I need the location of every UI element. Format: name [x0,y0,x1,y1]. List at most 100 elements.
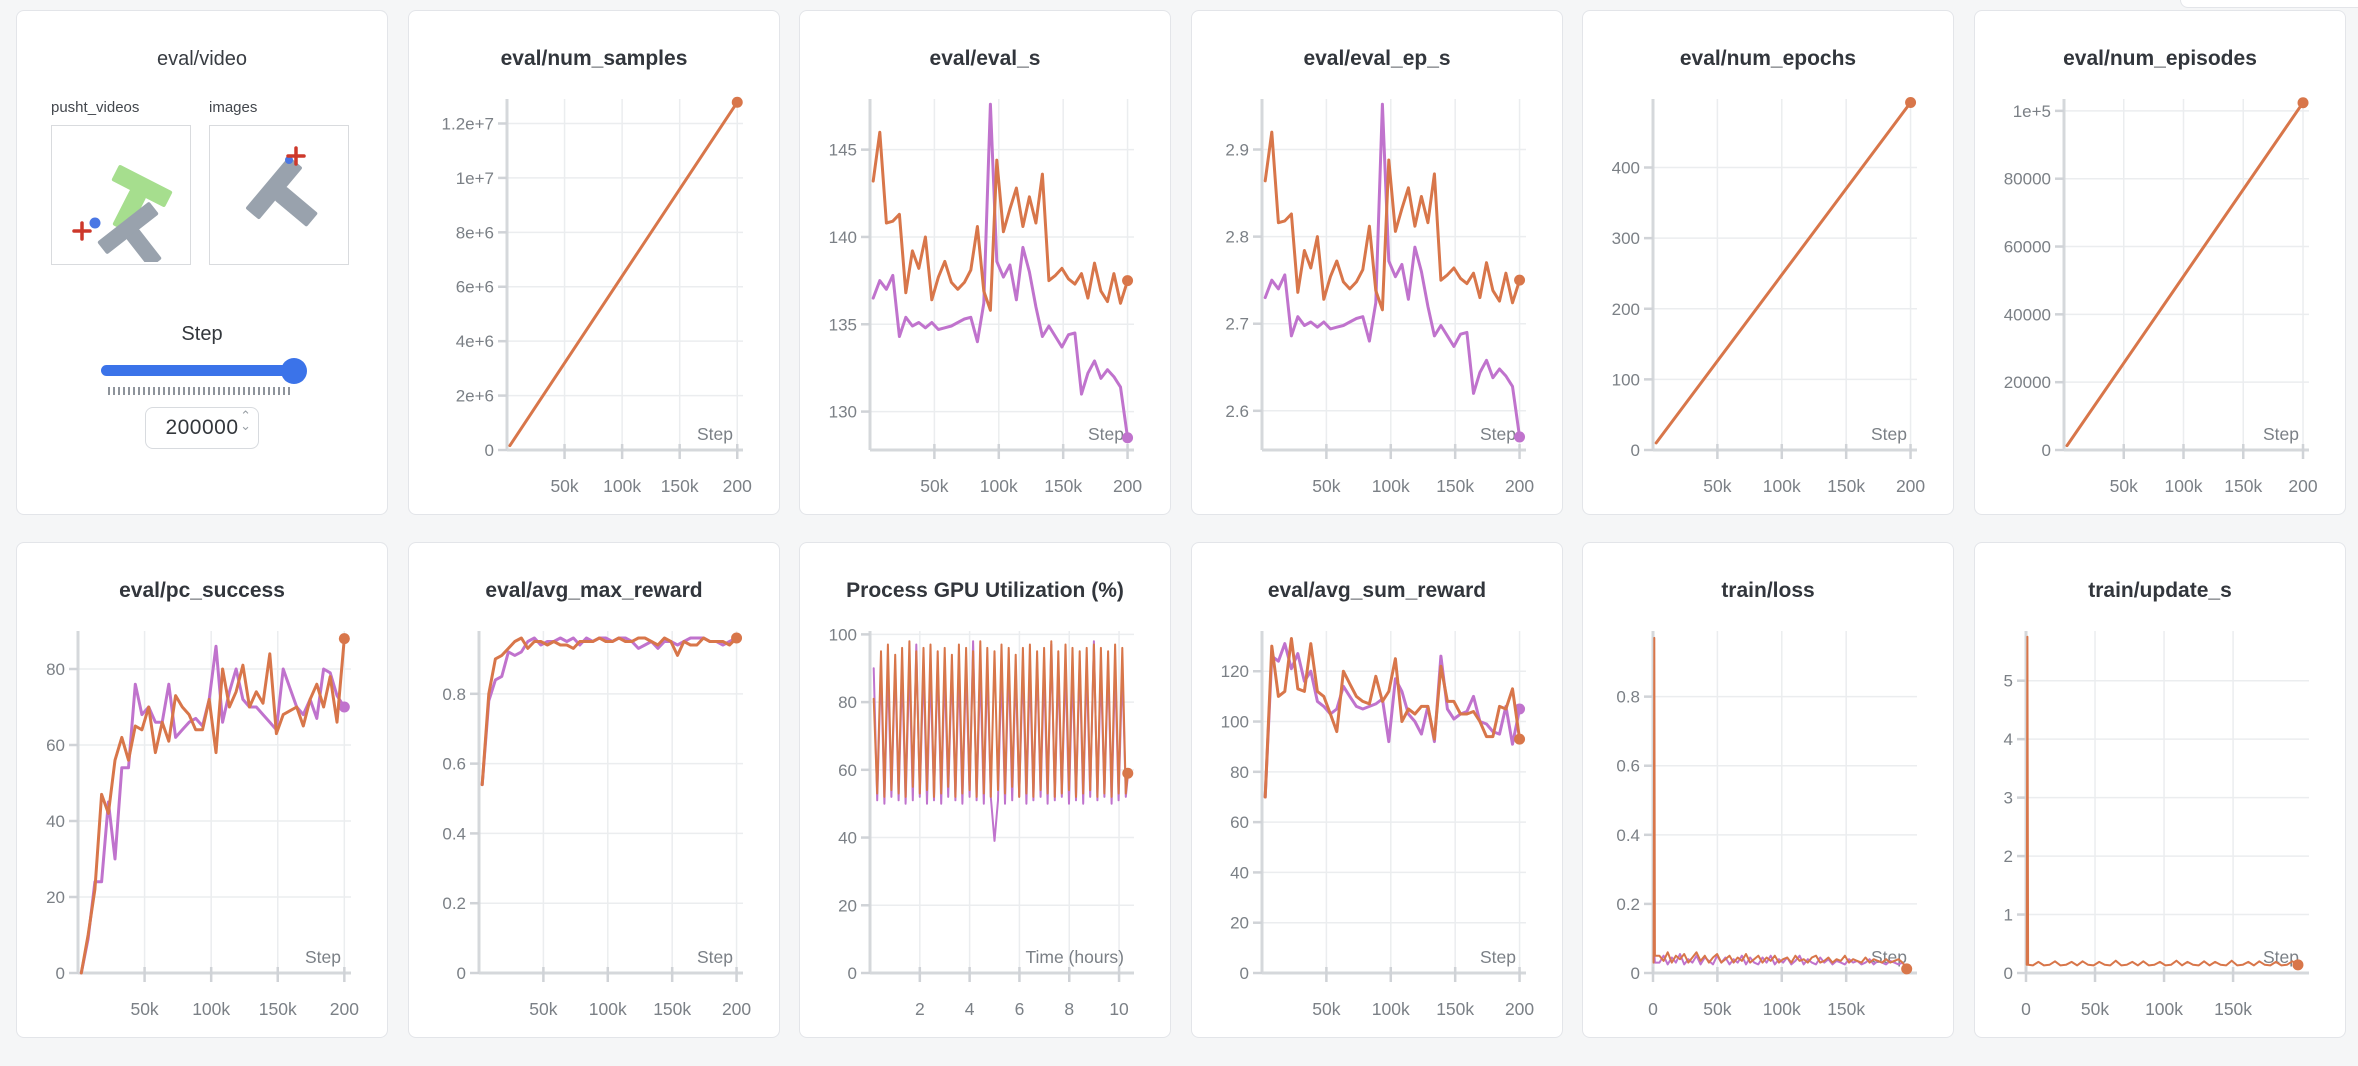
y-tick-label: 130 [829,403,857,422]
series-line [1263,637,1522,799]
chart-panel[interactable]: eval/num_samples 0 2e+6 4e+6 6e+6 8e+6 1e+7 1.… [408,10,780,515]
series-end-dot [2292,959,2304,971]
target-cross-icon [72,221,92,241]
y-tick-label: 0.4 [442,824,466,843]
chart-title: Process GPU Utilization (%) [846,579,1124,602]
y-tick-label: 2.9 [1225,141,1249,160]
x-tick-label: 200 [1113,476,1142,496]
pusht-videos-thumbnail[interactable] [51,125,191,268]
y-tick-label: 20000 [2004,373,2051,392]
y-tick-label: 60 [46,736,65,755]
series-end-dot [731,632,743,644]
y-tick-label: 80 [838,693,857,712]
x-tick-label: 50k [550,476,578,496]
series-end-dot [338,701,350,713]
chart-title: train/loss [1721,579,1815,602]
chart-panel[interactable]: eval/avg_max_reward 0 0.2 0.4 0.6 0.8 50k 100k… [408,542,780,1038]
y-tick-label: 0 [1240,964,1249,983]
x-tick-label: 50k [1312,999,1340,1019]
x-axis-label: Step [697,947,733,967]
y-tick-label: 80 [1230,763,1249,782]
chart-panel[interactable]: Process GPU Utilization (%) 0 20 40 60 80 100… [799,542,1171,1038]
series-end-dot [1514,274,1526,286]
agent-dot [285,156,293,164]
x-tick-label: 2 [915,999,925,1019]
x-tick-label: 50k [2110,476,2138,496]
x-tick-label: 150k [1827,999,1865,1019]
y-tick-label: 1.2e+7 [442,114,494,133]
y-tick-label: 3 [2004,789,2013,808]
x-tick-label: 200 [1505,476,1534,496]
step-input[interactable]: 200000 ⌃ ⌄ [145,407,259,449]
y-tick-label: 200 [1612,300,1640,319]
series-end-dot [1514,733,1526,745]
y-tick-label: 145 [829,141,857,160]
y-tick-label: 20 [46,888,65,907]
chart-title: eval/num_epochs [1679,47,1857,70]
series-line [1263,102,1522,439]
x-tick-label: 50k [1703,476,1731,496]
chart-panel[interactable]: eval/avg_sum_reward 0 20 40 60 80 100 120 50k 10… [1191,542,1563,1038]
chart-panel[interactable]: eval/pc_success 0 20 40 60 80 50k 100k 150k 200 S… [16,542,388,1038]
x-tick-label: 8 [1064,999,1074,1019]
series-end-dot [2297,97,2309,109]
x-tick-label: 200 [723,476,752,496]
x-tick-label: 150k [1436,476,1474,496]
x-tick-label: 100k [1372,476,1410,496]
chart-title: train/update_s [2088,579,2232,602]
chart-panel[interactable]: eval/num_epochs 0 100 200 300 400 50k 100k 150k… [1582,10,1954,515]
x-tick-label: 100k [2165,476,2203,496]
series-line [1652,636,1908,970]
chart-panel[interactable]: eval/eval_ep_s 2.6 2.7 2.8 2.9 50k 100k 150k 20… [1191,10,1563,515]
y-tick-label: 135 [829,315,857,334]
chart-panel[interactable]: eval/num_episodes 0 20000 40000 60000 80000 1… [1974,10,2346,515]
chart-canvas: 0 20000 40000 60000 80000 1e+5 50k 100k 150k 200 S… [2004,97,2318,496]
y-tick-label: 40 [1230,863,1249,882]
series-end-dot [1514,431,1526,443]
series-line [480,636,739,787]
x-axis-label: Time (hours) [1025,947,1124,967]
y-tick-label: 0 [848,964,857,983]
y-tick-label: 60 [838,761,857,780]
media-col-images: images [209,99,349,265]
x-tick-label: 50k [920,476,948,496]
spinner-down-icon[interactable]: ⌄ [240,418,251,433]
green-t-shape [111,165,173,233]
series-end-dot [731,96,743,108]
y-tick-label: 0 [56,964,65,983]
y-tick-label: 100 [1612,370,1640,389]
images-thumbnail[interactable] [209,125,349,265]
pusht-video-frame [72,165,173,268]
x-tick-label: 50k [130,999,158,1019]
x-tick-label: 150k [2214,999,2252,1019]
series-line [1654,101,1913,445]
x-tick-label: 6 [1015,999,1025,1019]
x-axis-label: Step [1480,947,1516,967]
y-tick-label: 100 [829,625,857,644]
step-slider[interactable] [17,358,387,384]
chart-panel[interactable]: train/loss 0 0.2 0.4 0.6 0.8 0 50k 100k 150k Step [1582,542,1954,1038]
step-input-spinner[interactable]: ⌃ ⌄ [240,408,251,433]
chart-panel[interactable]: eval/eval_s 130 135 140 145 50k 100k 150k 200 St… [799,10,1171,515]
series-line [872,640,1129,798]
y-tick-label: 40000 [2004,305,2051,324]
chart-panel[interactable]: train/update_s 0 1 2 3 4 5 0 50k 100k 150k Step [1974,542,2346,1038]
series-line [2065,101,2305,448]
y-tick-label: 0.6 [1616,757,1640,776]
step-slider-track[interactable] [101,365,298,376]
y-tick-label: 140 [829,228,857,247]
y-tick-label: 8e+6 [456,223,494,242]
step-slider-thumb[interactable] [281,358,307,384]
x-tick-label: 150k [2224,476,2262,496]
chart-canvas: 0 2e+6 4e+6 6e+6 8e+6 1e+7 1.2e+7 50k 100k 150k 20… [442,96,752,496]
series-line [79,637,346,975]
video-panel[interactable]: eval/video pusht_videos [16,10,388,515]
y-tick-label: 80000 [2004,170,2051,189]
x-tick-label: 100k [603,476,641,496]
y-tick-label: 4 [2004,730,2013,749]
media-key-label: pusht_videos [51,99,140,116]
y-tick-label: 4e+6 [456,332,494,351]
spinner-up-icon[interactable]: ⌃ [240,408,251,423]
series-line [1263,130,1522,312]
